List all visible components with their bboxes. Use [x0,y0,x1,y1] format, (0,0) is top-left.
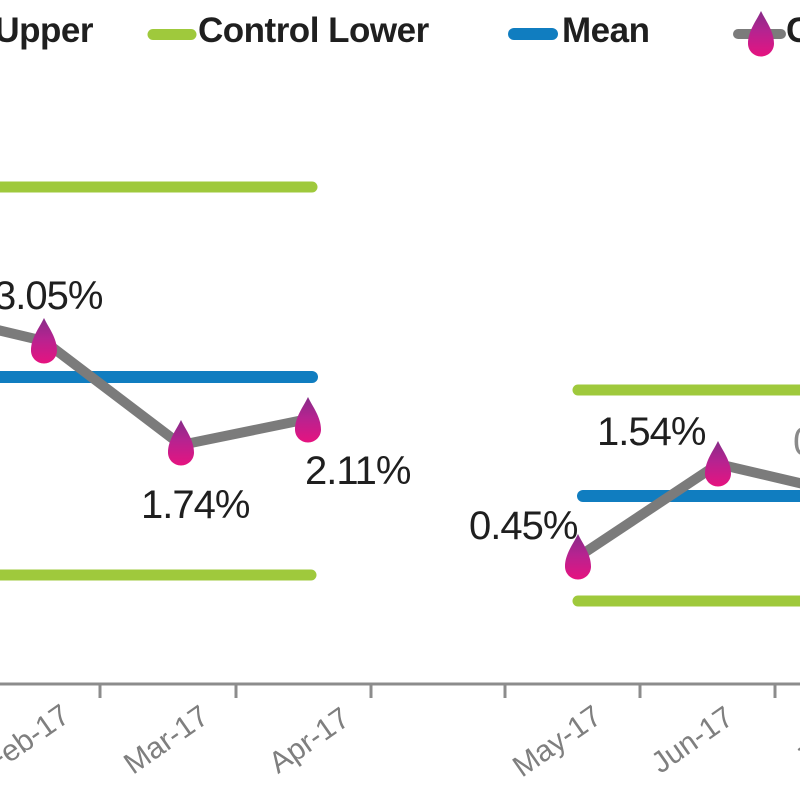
datalabel-jun: 1.54% [597,410,706,454]
value-line-left [0,325,313,450]
marker-drop-jun-icon [705,441,731,487]
legend-label-control-lower: Control Lower [198,11,429,50]
marker-drop-apr-icon [295,397,321,443]
legend-label-value-series: C [786,11,800,50]
legend-label-mean: Mean [562,11,650,50]
datalabel-jul-clipped: 0 [793,422,800,462]
datalabel-mar: 1.74% [141,483,250,527]
datalabel-feb: 3.05% [0,274,103,318]
legend-marker-drop-icon [748,11,774,57]
datalabel-may: 0.45% [469,504,578,548]
legend-label-control-upper: Control Upper [0,11,93,50]
value-line-right [573,459,800,562]
marker-drop-mar-icon [168,420,194,466]
datalabel-apr: 2.11% [305,449,411,493]
marker-drop-feb-icon [31,318,57,364]
marker-drop-may-icon [565,534,591,580]
